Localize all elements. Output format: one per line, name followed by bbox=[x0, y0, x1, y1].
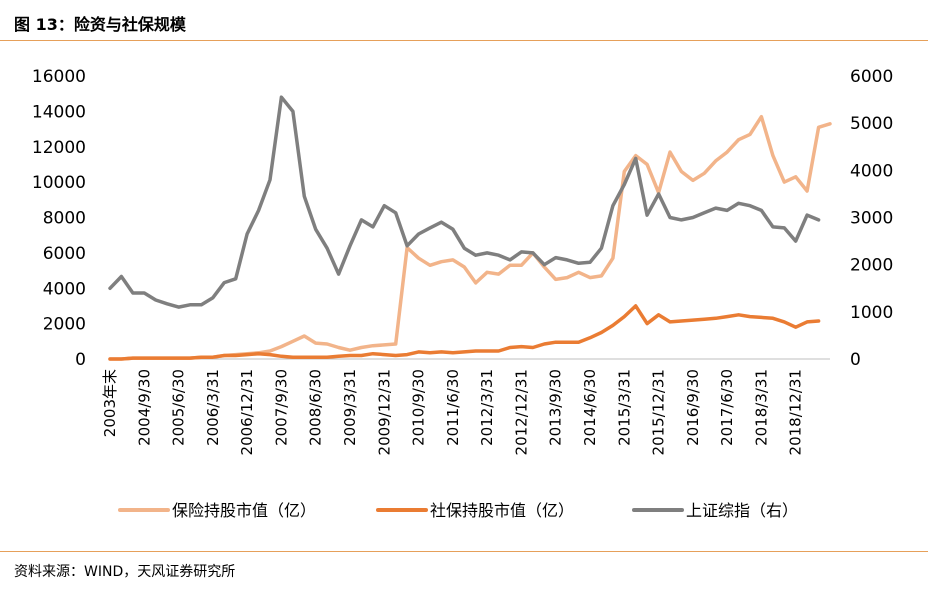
y-right-tick-label: 2000 bbox=[850, 256, 893, 276]
x-tick-label: 2004/9/30 bbox=[135, 369, 153, 446]
y-right-tick-label: 3000 bbox=[850, 209, 893, 229]
y-left-tick-label: 4000 bbox=[43, 279, 86, 299]
footer-rule bbox=[0, 551, 928, 552]
x-tick-label: 2017/6/30 bbox=[718, 369, 736, 446]
x-tick-label: 2009/12/31 bbox=[375, 369, 393, 455]
header-rule bbox=[0, 40, 928, 41]
legend-label-social: 社保持股市值（亿） bbox=[430, 501, 574, 520]
chart: 0 2000 4000 6000 8000 10000 12000 14000 16000 0 10… bbox=[32, 67, 893, 520]
y-left-tick-label: 8000 bbox=[43, 209, 86, 229]
x-tick-label: 2010/9/30 bbox=[410, 369, 428, 446]
x-tick-label: 2006/3/31 bbox=[204, 369, 222, 446]
x-tick-label: 2006/12/31 bbox=[238, 369, 256, 455]
y-left-tick-label: 2000 bbox=[43, 315, 86, 335]
y-left-tick-label: 14000 bbox=[32, 102, 86, 122]
x-tick-label: 2018/3/31 bbox=[752, 369, 770, 446]
y-left-tick-label: 6000 bbox=[43, 244, 86, 264]
x-tick-label: 2012/3/31 bbox=[478, 369, 496, 446]
x-tick-label: 2016/9/30 bbox=[684, 369, 702, 446]
legend-label-insurance: 保险持股市值（亿） bbox=[172, 501, 316, 520]
y-left-tick-label: 10000 bbox=[32, 173, 86, 193]
figure-title: 图 13：险资与社保规模 bbox=[14, 15, 186, 34]
x-tick-label: 2005/6/30 bbox=[170, 369, 188, 446]
y-right-tick-label: 4000 bbox=[850, 161, 893, 181]
legend-label-index: 上证综指（右） bbox=[686, 501, 798, 520]
x-tick-label: 2013/9/30 bbox=[547, 369, 565, 446]
x-tick-label: 2015/3/31 bbox=[615, 369, 633, 446]
x-tick-label: 2011/6/30 bbox=[444, 369, 462, 446]
series-line-index bbox=[108, 95, 821, 309]
y-left-tick-label: 12000 bbox=[32, 138, 86, 158]
x-tick-label: 2014/6/30 bbox=[581, 369, 599, 446]
series-line-insurance bbox=[108, 114, 832, 361]
y-left-tick-label: 16000 bbox=[32, 67, 86, 87]
x-tick-label: 2008/6/30 bbox=[307, 369, 325, 446]
y-left-tick-label: 0 bbox=[75, 350, 86, 370]
source-note: 资料来源：WIND，天风证券研究所 bbox=[14, 564, 236, 580]
y-right-tick-label: 0 bbox=[850, 350, 861, 370]
series-line-social bbox=[108, 304, 821, 361]
y-right-tick-label: 1000 bbox=[850, 303, 893, 323]
x-tick-label: 2007/9/30 bbox=[272, 369, 290, 446]
x-tick-label: 2012/12/31 bbox=[512, 369, 530, 455]
x-tick-label: 2015/12/31 bbox=[650, 369, 668, 455]
x-tick-label: 2009/3/31 bbox=[341, 369, 359, 446]
x-tick-label: 2003年末 bbox=[101, 369, 119, 437]
y-right-tick-label: 6000 bbox=[850, 67, 893, 87]
x-tick-label: 2018/12/31 bbox=[787, 369, 805, 455]
y-right-tick-label: 5000 bbox=[850, 114, 893, 134]
